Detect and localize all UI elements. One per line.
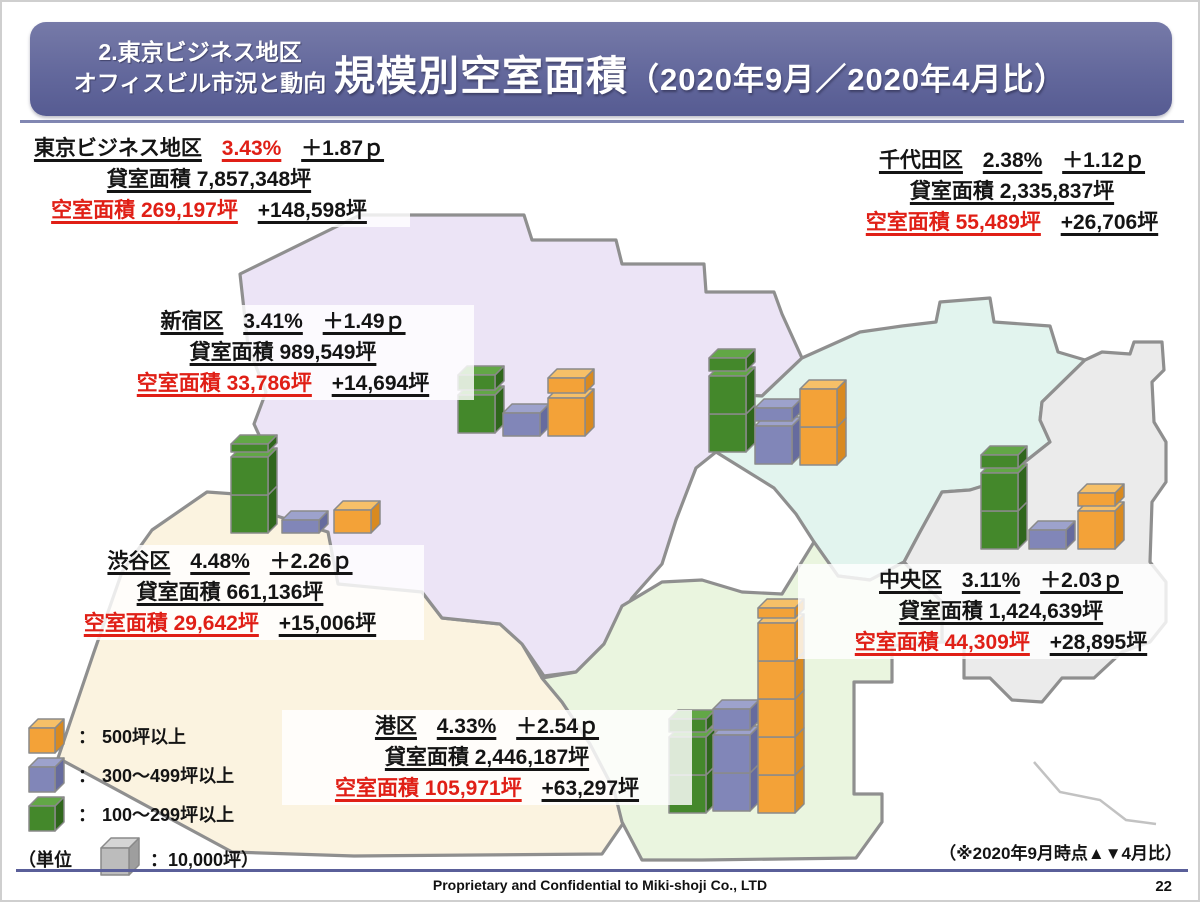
header-banner: 2.東京ビジネス地区 オフィスビル市況と動向 規模別空室面積（2020年9月／2… [30,22,1172,116]
rate-change: ＋1.49ｐ [322,310,406,333]
legend-colon: ： [78,804,96,825]
rental-area-line: 貸室面積 661,136坪 [39,577,421,608]
map-coastline-fragment [1033,761,1157,826]
legend-unit-label: ：10,000坪） [150,850,260,870]
vacant-area-line: 空室面積 269,197坪 +148,598坪 [11,195,407,226]
stats-title-line: 中央区 3.11% ＋2.03ｐ [801,565,1198,596]
rate-change: ＋2.03ｐ [1040,569,1123,592]
vacant-area-line: 空室面積 44,309坪 +28,895坪 [801,627,1198,658]
purple-cube-icon [28,756,65,793]
vacant-area-line: 空室面積 33,786坪 +14,694坪 [95,368,471,399]
vacancy-rate: 3.43% [221,137,282,160]
vacant-area: 空室面積 29,642坪 [83,612,259,635]
orange-cube-icon [28,717,65,754]
stats-title-line: 港区 4.33% ＋2.54ｐ [285,711,689,742]
cube-bars-中央区 [980,445,1125,550]
vacancy-rate: 4.48% [190,550,250,573]
legend-label-500: 500坪以上 [102,726,187,747]
vacant-change: +26,706坪 [1060,211,1159,234]
rate-change: ＋2.54ｐ [516,715,600,738]
green-cube-icon [28,795,65,832]
vacant-area-line: 空室面積 55,489坪 +26,706坪 [821,207,1198,238]
district-name: 新宿区 [160,310,224,333]
rental-area: 貸室面積 2,335,837坪 [909,180,1115,203]
stats-title-line: 東京ビジネス地区 3.43% ＋1.87ｐ [11,133,407,164]
district-stats-shinjuku: 新宿区 3.41% ＋1.49ｐ 貸室面積 989,549坪 空室面積 33,7… [92,305,474,400]
district-stats-chiyoda: 千代田区 2.38% ＋1.12ｐ 貸室面積 2,335,837坪 空室面積 5… [818,144,1198,239]
stats-title-line: 渋谷区 4.48% ＋2.26ｐ [39,546,421,577]
rental-area: 貸室面積 661,136坪 [136,581,324,604]
rental-area-line: 貸室面積 7,857,348坪 [11,164,407,195]
stats-title-line: 新宿区 3.41% ＋1.49ｐ [95,306,471,337]
district-name: 千代田区 [878,149,963,172]
vacancy-rate: 4.33% [436,715,497,738]
cube-bar-layer [230,348,1125,814]
gray-unit-cube-icon [100,837,140,876]
district-name: 中央区 [879,569,943,592]
vacant-change: +28,895坪 [1049,631,1148,654]
vacant-area: 空室面積 44,309坪 [854,631,1030,654]
vacancy-rate: 3.11% [961,569,1021,592]
vacant-change: +63,297坪 [541,777,640,800]
vacant-area-line: 空室面積 105,971坪 +63,297坪 [285,773,689,804]
legend-label-300: 300〜499坪以上 [102,765,235,786]
comparison-note: （※2020年9月時点▲▼4月比） [939,844,1182,863]
district-stats-tokyo: 東京ビジネス地区 3.43% ＋1.87ｐ 貸室面積 7,857,348坪 空室… [8,132,410,227]
cube-bars-渋谷区 [230,434,381,534]
rental-area: 貸室面積 7,857,348坪 [106,168,312,191]
vacant-area: 空室面積 269,197坪 [51,199,238,222]
vacant-area: 空室面積 55,489坪 [865,211,1041,234]
legend-colon: ： [78,726,96,747]
section-label-line2: オフィスビル市況と動向 [73,70,327,96]
rental-area-line: 貸室面積 989,549坪 [95,337,471,368]
section-label-line1: 2.東京ビジネス地区 [98,39,302,65]
district-stats-chuo: 中央区 3.11% ＋2.03ｐ 貸室面積 1,424,639坪 空室面積 44… [798,564,1198,659]
rental-area: 貸室面積 989,549坪 [189,341,377,364]
legend-row-100: ： 100〜299坪以上 [18,794,259,833]
rate-change: ＋1.12ｐ [1062,149,1146,172]
rate-change: ＋1.87ｐ [301,137,385,160]
legend-unit-prefix: （単位 [18,850,72,870]
legend-colon: ： [78,765,96,786]
legend-unit-row: （単位 ：10,000坪） [18,835,259,883]
section-label: 2.東京ビジネス地区 オフィスビル市況と動向 [66,37,334,99]
rental-area-line: 貸室面積 1,424,639坪 [801,596,1198,627]
cube-bars-千代田区 [708,348,847,466]
vacancy-rate: 3.41% [243,310,303,333]
vacant-change: +15,006坪 [278,612,377,635]
rental-area: 貸室面積 2,446,187坪 [384,746,590,769]
page-number: 22 [1155,878,1172,895]
vacant-change: +148,598坪 [257,199,367,222]
vacant-area: 空室面積 105,971坪 [334,777,522,800]
footer-divider [16,869,1188,872]
district-name: 港区 [374,715,417,738]
legend: ： 500坪以上 ： 300〜499坪以上 ： 100〜299坪以上 （単位 ：… [18,716,259,883]
legend-row-300: ： 300〜499坪以上 [18,755,259,794]
footer-confidential: Proprietary and Confidential to Miki-sho… [432,877,768,893]
district-stats-shibuya: 渋谷区 4.48% ＋2.26ｐ 貸室面積 661,136坪 空室面積 29,6… [36,545,424,640]
page-title-period: （2020年9月／2020年4月比） [628,62,1067,97]
district-name: 東京ビジネス地区 [33,137,202,160]
header-underline [20,120,1184,123]
rental-area-line: 貸室面積 2,335,837坪 [821,176,1198,207]
page-title: 規模別空室面積（2020年9月／2020年4月比） [334,42,1066,102]
rental-area-line: 貸室面積 2,446,187坪 [285,742,689,773]
page-title-main: 規模別空室面積 [334,53,628,99]
rate-change: ＋2.26ｐ [269,550,353,573]
district-name: 渋谷区 [107,550,171,573]
stats-title-line: 千代田区 2.38% ＋1.12ｐ [821,145,1198,176]
vacant-area: 空室面積 33,786坪 [136,372,312,395]
vacancy-rate: 2.38% [982,149,1043,172]
district-stats-minato: 港区 4.33% ＋2.54ｐ 貸室面積 2,446,187坪 空室面積 105… [282,710,692,805]
legend-label-100: 100〜299坪以上 [102,804,235,825]
vacant-area-line: 空室面積 29,642坪 +15,006坪 [39,608,421,639]
vacant-change: +14,694坪 [331,372,430,395]
rental-area: 貸室面積 1,424,639坪 [898,600,1104,623]
legend-row-500: ： 500坪以上 [18,716,259,755]
